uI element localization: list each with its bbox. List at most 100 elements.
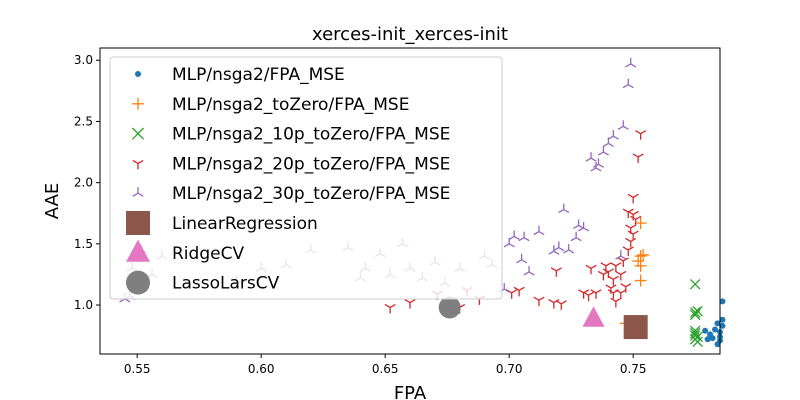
point-s3-8 bbox=[533, 296, 545, 307]
point-s5-0 bbox=[623, 315, 648, 340]
legend-frame bbox=[109, 56, 503, 300]
point-s0-0 bbox=[702, 327, 709, 334]
point-s3-25 bbox=[625, 237, 637, 248]
point-s3-26 bbox=[627, 230, 639, 241]
point-s3-24 bbox=[622, 246, 634, 256]
point-s4-34 bbox=[578, 221, 590, 232]
y-tick-label: 2.5 bbox=[74, 114, 93, 128]
point-s3-21 bbox=[615, 270, 627, 281]
point-s4-36 bbox=[590, 161, 602, 172]
point-s4-33 bbox=[573, 219, 585, 230]
y-tick-label: 1.0 bbox=[74, 298, 93, 312]
x-tick-label: 0.75 bbox=[620, 362, 647, 376]
point-s4-45 bbox=[533, 225, 545, 236]
plot-frame bbox=[99, 47, 721, 355]
point-s4-32 bbox=[570, 231, 582, 242]
legend-label-6: RidgeCV bbox=[172, 244, 244, 264]
legend-label-1: MLP/nsga2_toZero/FPA_MSE bbox=[172, 95, 409, 115]
point-s3-0 bbox=[384, 303, 396, 314]
point-s4-41 bbox=[617, 120, 629, 130]
point-s4-46 bbox=[615, 250, 627, 260]
point-s4-44 bbox=[518, 231, 530, 242]
point-s3-37 bbox=[600, 262, 612, 272]
point-s0-9 bbox=[719, 322, 726, 329]
legend-label-0: MLP/nsga2/FPA_MSE bbox=[172, 65, 345, 85]
point-s3-32 bbox=[632, 153, 644, 163]
legend-label-2: MLP/nsga2_10p_toZero/FPA_MSE bbox=[172, 125, 450, 145]
point-s3-35 bbox=[620, 283, 632, 293]
point-s3-33 bbox=[635, 130, 647, 140]
point-s3-11 bbox=[550, 267, 562, 277]
y-tick-label: 2.0 bbox=[74, 176, 93, 190]
point-s2-1 bbox=[689, 307, 701, 318]
x-axis-title: FPA bbox=[394, 383, 427, 400]
y-axis-title: AAE bbox=[42, 183, 63, 220]
legend-marker-5 bbox=[126, 211, 150, 235]
y-tick-label: 1.5 bbox=[74, 237, 93, 251]
point-s1-3 bbox=[632, 254, 645, 267]
point-s4-38 bbox=[597, 146, 609, 156]
legend-marker-7 bbox=[126, 270, 150, 295]
point-s3-36 bbox=[585, 264, 597, 275]
point-s0-3 bbox=[712, 326, 719, 333]
point-s3-27 bbox=[625, 224, 637, 234]
point-s0-10 bbox=[719, 298, 726, 305]
point-s3-31 bbox=[627, 193, 639, 204]
legend-label-7: LassoLarsCV bbox=[172, 274, 280, 294]
point-s1-5 bbox=[634, 274, 647, 287]
legend-marker-6 bbox=[126, 239, 150, 262]
point-s4-31 bbox=[563, 243, 575, 254]
point-s4-42 bbox=[622, 78, 634, 89]
point-s1-4 bbox=[634, 259, 647, 272]
point-s2-0 bbox=[689, 278, 701, 290]
ticks-layer: 0.55 0.60 0.65 0.70 0.75 1.0 1.5 2.0 2.5 3.0 bbox=[74, 53, 647, 376]
point-s4-26 bbox=[516, 253, 528, 264]
point-s3-15 bbox=[597, 270, 609, 281]
legend-marker-4 bbox=[132, 187, 144, 197]
point-s0-5 bbox=[714, 320, 721, 327]
point-s3-18 bbox=[607, 275, 619, 286]
point-s4-25 bbox=[508, 230, 520, 241]
point-s4-40 bbox=[607, 130, 619, 140]
point-s2-4 bbox=[689, 325, 701, 337]
point-s3-34 bbox=[607, 289, 619, 299]
point-s4-37 bbox=[592, 158, 605, 168]
point-s2-9 bbox=[689, 330, 701, 341]
point-s0-11 bbox=[704, 336, 711, 343]
point-s3-10 bbox=[555, 300, 567, 310]
legend-marker-3 bbox=[132, 159, 144, 170]
point-s4-30 bbox=[558, 203, 570, 214]
point-s4-29 bbox=[553, 241, 565, 252]
point-s2-3 bbox=[689, 309, 701, 321]
point-s3-2 bbox=[404, 299, 416, 309]
point-s3-13 bbox=[583, 291, 595, 302]
legend-label-4: MLP/nsga2_30p_toZero/FPA_MSE bbox=[172, 184, 450, 204]
point-s4-35 bbox=[585, 152, 597, 162]
x-tick-label: 0.55 bbox=[124, 362, 151, 376]
point-s3-14 bbox=[590, 289, 602, 299]
y-tick-label: 3.0 bbox=[74, 53, 93, 67]
point-s3-28 bbox=[630, 215, 642, 226]
legend-marker-0 bbox=[135, 71, 141, 77]
point-s7-0 bbox=[438, 296, 461, 319]
point-s3-19 bbox=[610, 297, 622, 308]
point-s0-2 bbox=[709, 335, 716, 342]
point-s4-27 bbox=[523, 265, 535, 276]
legend-label-5: LinearRegression bbox=[172, 214, 318, 234]
point-s3-22 bbox=[617, 257, 629, 267]
x-tick-label: 0.65 bbox=[372, 362, 399, 376]
x-tick-label: 0.70 bbox=[496, 362, 523, 376]
point-s3-7 bbox=[513, 286, 525, 297]
point-s6-0 bbox=[582, 306, 605, 327]
legend: MLP/nsga2/FPA_MSE MLP/nsga2_toZero/FPA_MS… bbox=[109, 56, 503, 300]
point-s1-0 bbox=[634, 217, 647, 230]
point-s2-8 bbox=[692, 336, 703, 348]
legend-label-3: MLP/nsga2_20p_toZero/FPA_MSE bbox=[172, 154, 450, 174]
point-s3-30 bbox=[622, 208, 634, 219]
x-tick-label: 0.60 bbox=[248, 362, 275, 376]
legend-marker-1 bbox=[132, 97, 144, 110]
point-s1-2 bbox=[637, 248, 650, 261]
chart-title: xerces-init_xerces-init bbox=[312, 24, 508, 45]
point-s3-20 bbox=[610, 262, 622, 272]
